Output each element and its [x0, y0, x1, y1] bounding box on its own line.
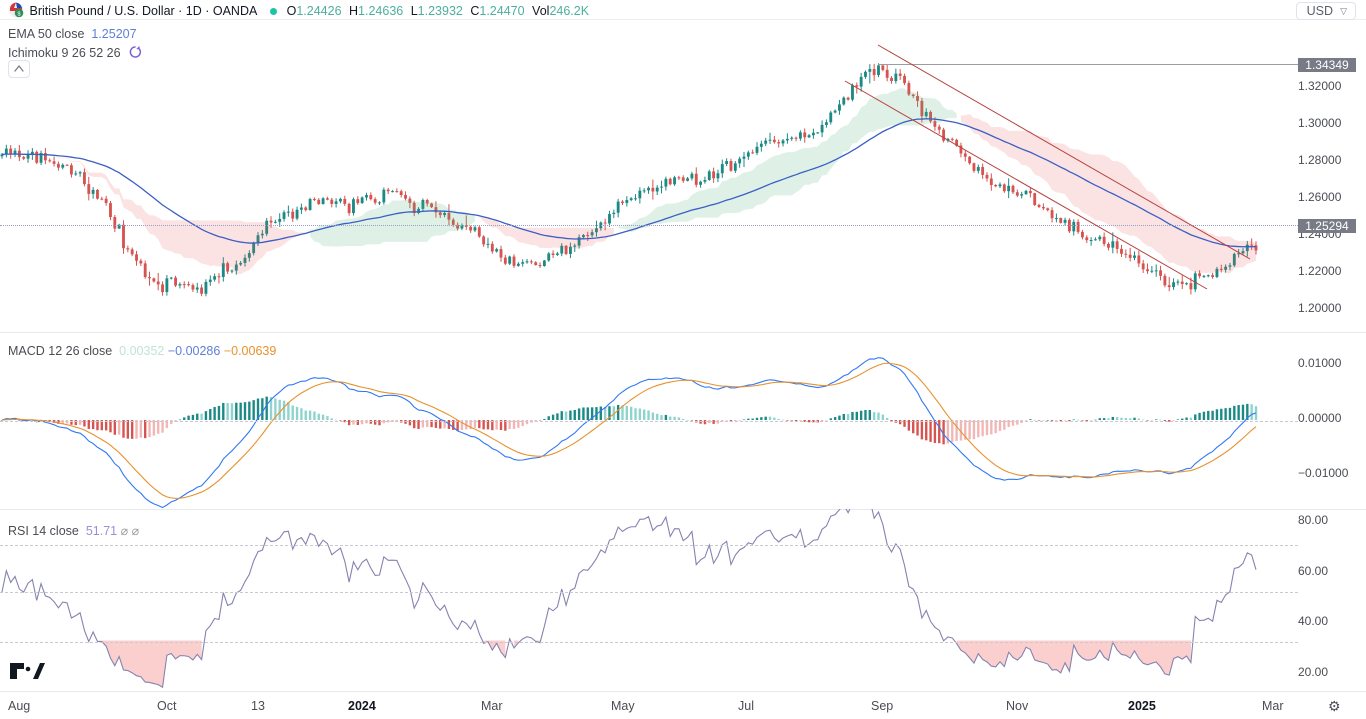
- svg-text:$: $: [17, 12, 20, 18]
